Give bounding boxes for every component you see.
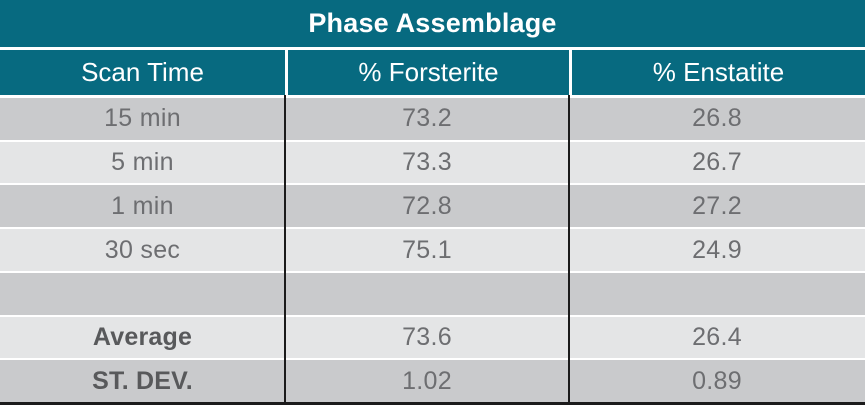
cell-enstatite: 24.9 bbox=[692, 235, 742, 264]
cell-scan-time bbox=[0, 273, 285, 315]
header-cell-forsterite: % Forsterite bbox=[285, 50, 569, 95]
table-bottom-border bbox=[0, 402, 865, 405]
table-row-15min: 15 min 73.2 26.8 bbox=[0, 95, 865, 140]
table-row-spacer bbox=[0, 270, 865, 315]
cell-scan-time: Average bbox=[92, 322, 193, 351]
table-row-average: Average 73.6 26.4 bbox=[0, 314, 865, 359]
table-row-5min: 5 min 73.3 26.7 bbox=[0, 139, 865, 184]
cell-forsterite: 73.2 bbox=[402, 104, 452, 133]
cell-forsterite: 73.6 bbox=[402, 322, 452, 351]
cell-enstatite: 26.7 bbox=[692, 148, 742, 177]
cell-enstatite: 26.4 bbox=[692, 322, 742, 351]
cell-scan-time: 30 sec bbox=[104, 235, 181, 264]
cell-forsterite: 72.8 bbox=[402, 191, 452, 220]
column-divider-1 bbox=[284, 95, 286, 405]
cell-forsterite: 1.02 bbox=[402, 366, 452, 395]
header-cell-scan-time: Scan Time bbox=[81, 57, 204, 87]
header-row: Scan Time % Forsterite % Enstatite bbox=[0, 50, 865, 95]
cell-scan-time: 15 min bbox=[104, 104, 181, 133]
header-cell-enstatite: % Enstatite bbox=[569, 50, 865, 95]
cell-scan-time: ST. DEV. bbox=[92, 366, 193, 395]
cell-scan-time: 5 min bbox=[111, 148, 174, 177]
cell-enstatite: 26.8 bbox=[692, 104, 742, 133]
column-divider-2 bbox=[568, 95, 570, 405]
cell-forsterite bbox=[285, 273, 569, 315]
table-row-stdev: ST. DEV. 1.02 0.89 bbox=[0, 358, 865, 403]
cell-scan-time: 1 min bbox=[111, 191, 174, 220]
cell-enstatite: 0.89 bbox=[692, 366, 742, 395]
table-row-30sec: 30 sec 75.1 24.9 bbox=[0, 227, 865, 271]
cell-forsterite: 75.1 bbox=[402, 235, 452, 264]
table-title: Phase Assemblage bbox=[308, 8, 557, 38]
cell-forsterite: 73.3 bbox=[402, 148, 452, 177]
table-row-1min: 1 min 72.8 27.2 bbox=[0, 183, 865, 228]
table-title-bar: Phase Assemblage bbox=[0, 0, 865, 47]
table-body: 15 min 73.2 26.8 5 min 73.3 26.7 1 min 7… bbox=[0, 95, 865, 403]
cell-enstatite: 27.2 bbox=[692, 191, 742, 220]
cell-enstatite bbox=[569, 273, 865, 315]
